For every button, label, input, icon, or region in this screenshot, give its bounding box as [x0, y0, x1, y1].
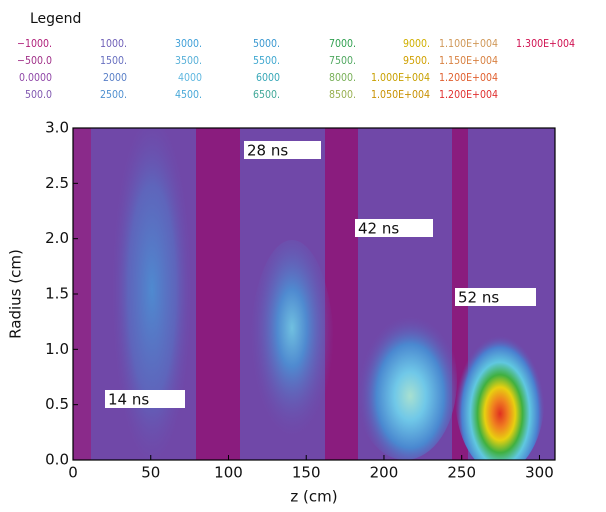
legend-entry: 2000 — [103, 72, 127, 84]
x-tick-label: 100 — [214, 464, 243, 482]
y-tick-label: 1.5 — [45, 285, 69, 303]
legend-entry: 1.150E+004 — [439, 55, 498, 67]
annotation-box — [455, 288, 536, 306]
legend-entry: 1000. — [100, 38, 127, 50]
y-tick-label: 2.5 — [45, 174, 69, 192]
y-tick-label: 0.0 — [45, 451, 69, 469]
legend-entry: 7500. — [329, 55, 356, 67]
x-axis-label: z (cm) — [290, 488, 337, 506]
x-tick-label: 250 — [447, 464, 476, 482]
annotation-box — [105, 390, 185, 408]
legend-entry: 1.200E+004 — [439, 89, 498, 101]
legend-entry: 6500. — [253, 89, 280, 101]
y-tick-label: 2.0 — [45, 229, 69, 247]
legend-entry: 1.100E+004 — [439, 38, 498, 50]
legend-entry: 1.050E+004 — [371, 89, 430, 101]
y-tick-label: 1.0 — [45, 340, 69, 358]
legend-entry: 1.200E+004 — [439, 72, 498, 84]
legend-entry: 3000. — [175, 38, 202, 50]
y-tick-label: 0.5 — [45, 395, 69, 413]
legend-entry: 7000. — [329, 38, 356, 50]
legend-entry: 4500. — [175, 89, 202, 101]
x-tick-label: 0 — [68, 464, 78, 482]
x-tick-label: 50 — [141, 464, 160, 482]
legend-entry: −500.0 — [17, 55, 52, 67]
legend-entry: 2500. — [100, 89, 127, 101]
legend-entry: 4000 — [178, 72, 202, 84]
legend-entry: 3500. — [175, 55, 202, 67]
y-tick-label: 3.0 — [45, 119, 69, 137]
field — [73, 128, 555, 460]
legend-entry: 0.0000 — [19, 72, 52, 84]
legend-entry: 6000 — [256, 72, 280, 84]
legend-entry: 1.300E+004 — [516, 38, 575, 50]
legend-entry: 5000. — [253, 38, 280, 50]
legend-entry: 5500. — [253, 55, 280, 67]
legend-title: Legend — [30, 11, 81, 27]
annotation-box — [244, 141, 321, 159]
annotation: 42 ns — [358, 220, 399, 238]
legend-entry: 1.000E+004 — [371, 72, 430, 84]
annotation: 52 ns — [458, 289, 499, 307]
x-tick-label: 150 — [292, 464, 321, 482]
x-tick-label: 200 — [370, 464, 399, 482]
legend-entry: 500.0 — [25, 89, 52, 101]
legend-entry: 1500. — [100, 55, 127, 67]
legend-entry: −1000. — [17, 38, 52, 50]
annotation-box — [355, 219, 433, 237]
legend-entry: 8500. — [329, 89, 356, 101]
y-axis-label: Radius (cm) — [7, 249, 25, 339]
annotation: 14 ns — [108, 391, 149, 409]
legend-entry: 9500. — [403, 55, 430, 67]
legend-entry: 8000. — [329, 72, 356, 84]
annotation: 28 ns — [247, 142, 288, 160]
x-tick-label: 300 — [525, 464, 554, 482]
legend-entry: 9000. — [403, 38, 430, 50]
